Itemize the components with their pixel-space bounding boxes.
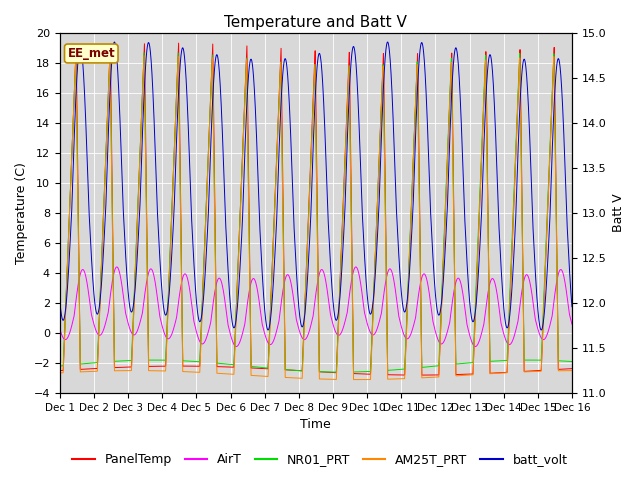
Text: EE_met: EE_met [67, 47, 115, 60]
Y-axis label: Batt V: Batt V [612, 193, 625, 232]
X-axis label: Time: Time [301, 419, 332, 432]
Title: Temperature and Batt V: Temperature and Batt V [225, 15, 407, 30]
Y-axis label: Temperature (C): Temperature (C) [15, 162, 28, 264]
Legend: PanelTemp, AirT, NR01_PRT, AM25T_PRT, batt_volt: PanelTemp, AirT, NR01_PRT, AM25T_PRT, ba… [67, 448, 573, 471]
